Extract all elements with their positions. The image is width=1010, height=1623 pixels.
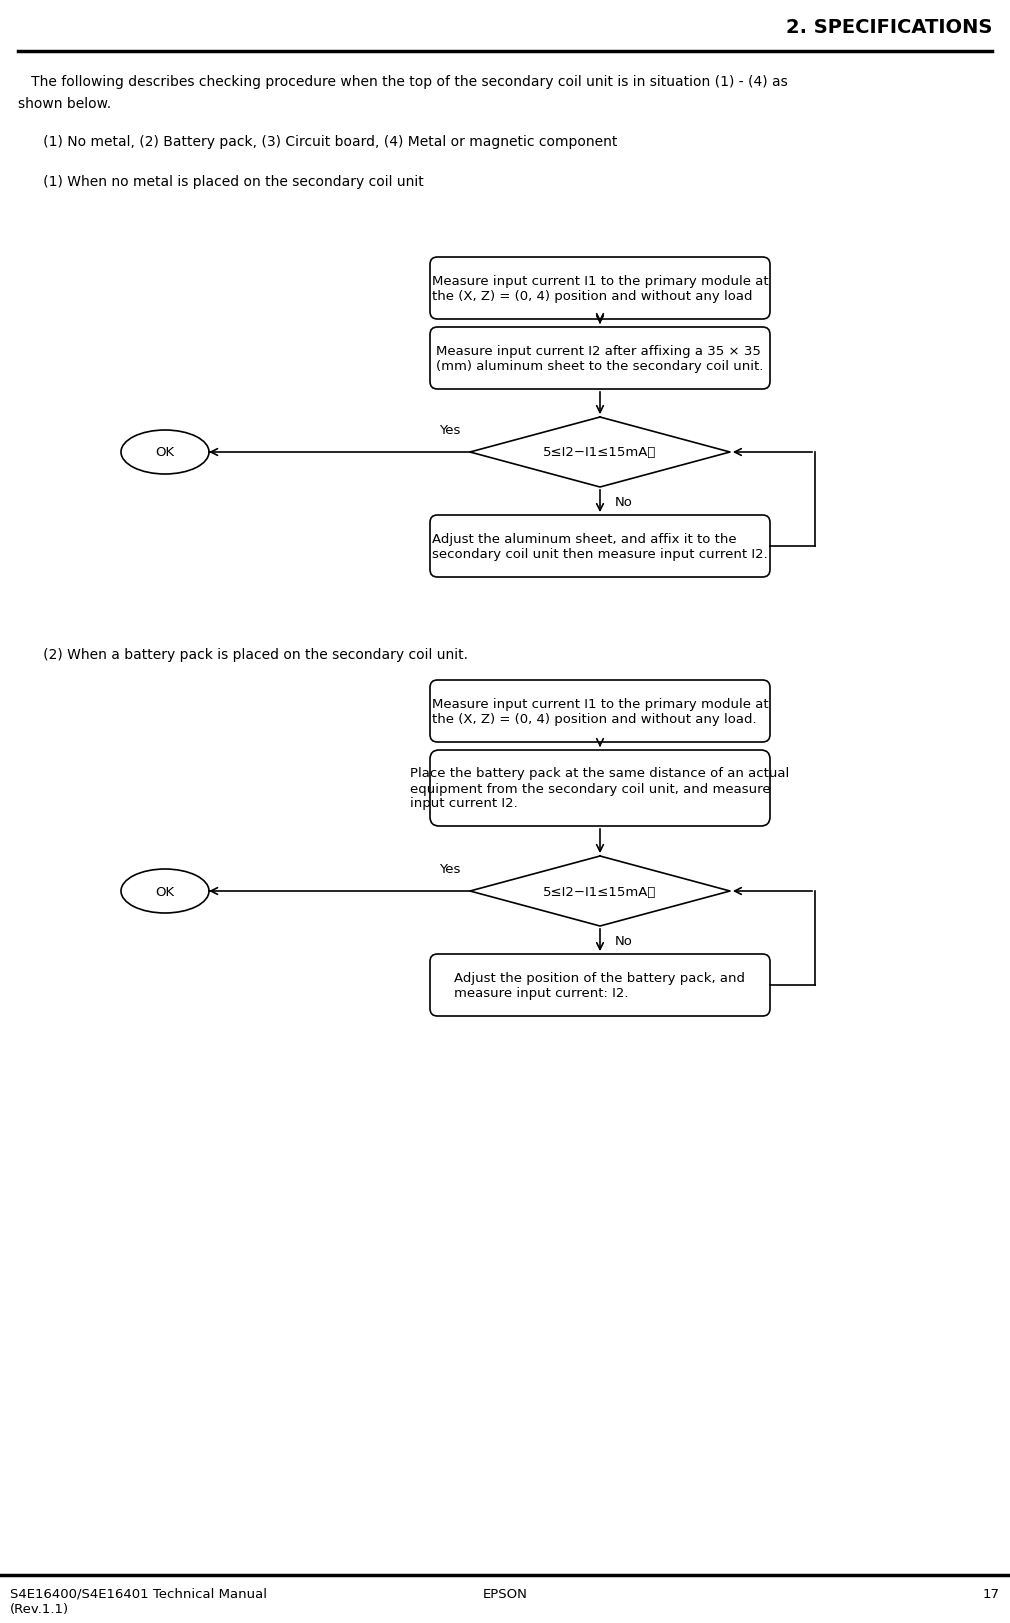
Text: (2) When a battery pack is placed on the secondary coil unit.: (2) When a battery pack is placed on the… bbox=[30, 648, 468, 662]
Text: OK: OK bbox=[156, 885, 175, 898]
Text: (1) No metal, (2) Battery pack, (3) Circuit board, (4) Metal or magnetic compone: (1) No metal, (2) Battery pack, (3) Circ… bbox=[30, 135, 617, 149]
FancyBboxPatch shape bbox=[430, 328, 770, 390]
Text: shown below.: shown below. bbox=[18, 97, 111, 110]
Text: Yes: Yes bbox=[438, 862, 460, 875]
Text: 2. SPECIFICATIONS: 2. SPECIFICATIONS bbox=[786, 18, 992, 37]
Ellipse shape bbox=[121, 870, 209, 914]
Ellipse shape bbox=[121, 430, 209, 474]
Text: Adjust the position of the battery pack, and
measure input current: I2.: Adjust the position of the battery pack,… bbox=[454, 972, 745, 1000]
FancyBboxPatch shape bbox=[430, 516, 770, 578]
Text: Yes: Yes bbox=[438, 424, 460, 437]
Text: No: No bbox=[615, 495, 633, 508]
Text: Adjust the aluminum sheet, and affix it to the
secondary coil unit then measure : Adjust the aluminum sheet, and affix it … bbox=[432, 532, 768, 560]
Text: EPSON: EPSON bbox=[483, 1587, 527, 1600]
Text: 5≤I2−I1≤15mA？: 5≤I2−I1≤15mA？ bbox=[543, 446, 656, 459]
FancyBboxPatch shape bbox=[430, 680, 770, 743]
Text: The following describes checking procedure when the top of the secondary coil un: The following describes checking procedu… bbox=[18, 75, 788, 89]
Text: Measure input current I2 after affixing a 35 × 35
(mm) aluminum sheet to the sec: Measure input current I2 after affixing … bbox=[436, 344, 764, 373]
Polygon shape bbox=[470, 417, 730, 487]
Text: No: No bbox=[615, 935, 633, 948]
Text: S4E16400/S4E16401 Technical Manual
(Rev.1.1): S4E16400/S4E16401 Technical Manual (Rev.… bbox=[10, 1587, 267, 1615]
Text: (1) When no metal is placed on the secondary coil unit: (1) When no metal is placed on the secon… bbox=[30, 175, 424, 188]
Polygon shape bbox=[470, 857, 730, 927]
FancyBboxPatch shape bbox=[430, 258, 770, 320]
Text: Place the battery pack at the same distance of an actual
equipment from the seco: Place the battery pack at the same dista… bbox=[410, 768, 790, 810]
Text: OK: OK bbox=[156, 446, 175, 459]
Text: 17: 17 bbox=[983, 1587, 1000, 1600]
FancyBboxPatch shape bbox=[430, 954, 770, 1016]
Text: Measure input current I1 to the primary module at
the (X, Z) = (0, 4) position a: Measure input current I1 to the primary … bbox=[431, 274, 769, 304]
Text: 5≤I2−I1≤15mA？: 5≤I2−I1≤15mA？ bbox=[543, 885, 656, 898]
Text: Measure input current I1 to the primary module at
the (X, Z) = (0, 4) position a: Measure input current I1 to the primary … bbox=[431, 698, 769, 725]
FancyBboxPatch shape bbox=[430, 750, 770, 826]
